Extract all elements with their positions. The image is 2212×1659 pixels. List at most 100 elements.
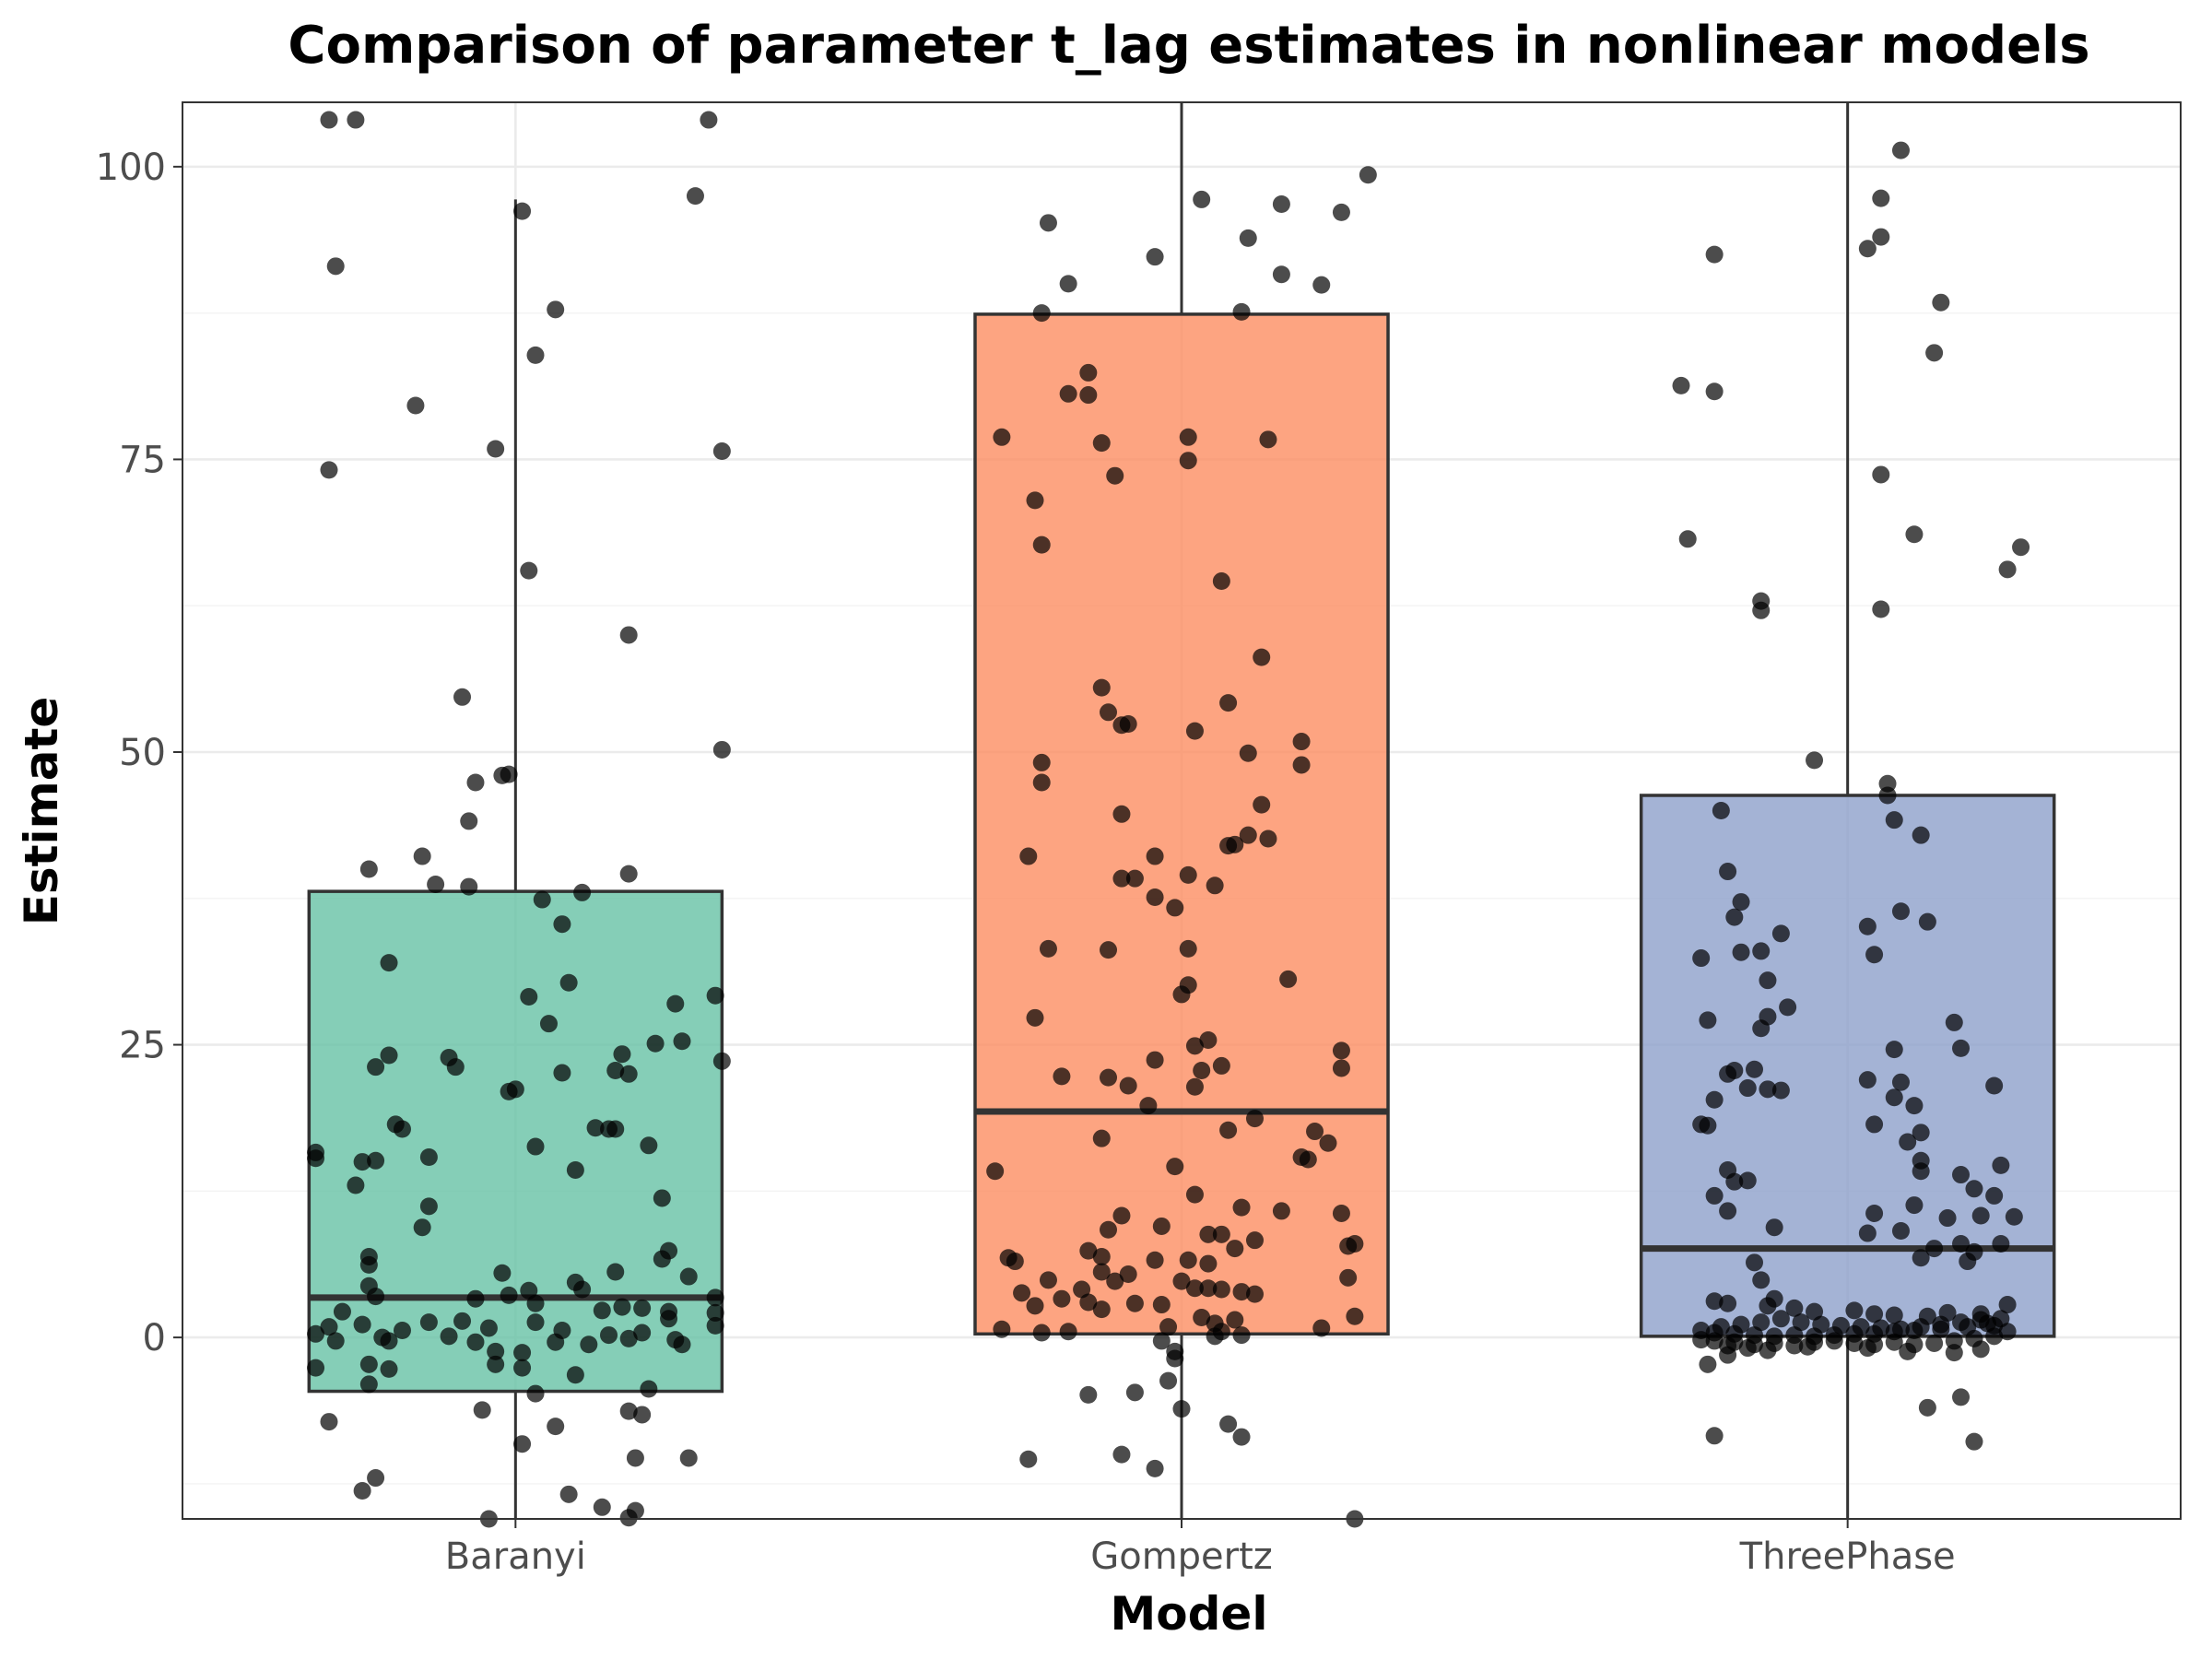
data-point	[1006, 1253, 1024, 1271]
data-point	[479, 1319, 498, 1337]
data-point	[619, 1402, 638, 1420]
data-point	[1732, 893, 1750, 912]
data-point	[1219, 1121, 1238, 1139]
data-point	[553, 1064, 571, 1082]
data-point	[712, 1052, 731, 1070]
data-point	[613, 1045, 631, 1064]
data-point	[1332, 1041, 1350, 1060]
data-point	[1858, 1224, 1877, 1242]
data-point	[1139, 1097, 1158, 1115]
data-point	[712, 442, 731, 461]
data-point	[1719, 1202, 1737, 1220]
data-point	[547, 1418, 565, 1436]
y-axis: 0 25 50 75 100	[96, 147, 182, 1359]
data-point	[1858, 917, 1877, 935]
data-point	[1912, 1318, 1930, 1336]
data-point	[1998, 560, 2017, 579]
data-point	[640, 1136, 658, 1155]
data-point	[1719, 863, 1737, 881]
data-point	[1212, 1056, 1230, 1075]
data-point	[1985, 1327, 2004, 1346]
data-point	[1112, 1445, 1131, 1464]
data-point	[1852, 1318, 1870, 1336]
data-point	[547, 1333, 565, 1351]
data-point	[1332, 1059, 1350, 1077]
data-point	[1232, 1283, 1251, 1301]
data-point	[1932, 293, 1950, 312]
data-point	[1945, 1344, 1963, 1362]
data-point	[1106, 1272, 1124, 1290]
data-point	[1306, 1123, 1324, 1141]
data-point	[547, 300, 565, 319]
data-point	[1226, 1311, 1244, 1329]
data-point	[453, 688, 472, 706]
data-point	[419, 1147, 438, 1166]
x-axis-title: Model	[1111, 1587, 1268, 1641]
data-point	[1891, 1320, 1910, 1338]
data-point	[1146, 1459, 1164, 1477]
data-point	[1179, 452, 1197, 470]
data-point	[1912, 1124, 1930, 1142]
data-point	[1032, 753, 1051, 771]
data-point	[347, 111, 365, 129]
data-point	[500, 765, 518, 783]
data-point	[553, 915, 571, 934]
data-point	[593, 1498, 611, 1516]
data-point	[1112, 805, 1131, 823]
data-point	[1806, 751, 1824, 770]
data-point	[1079, 363, 1098, 382]
data-point	[1858, 240, 1877, 258]
data-point	[1032, 1324, 1051, 1342]
data-point	[460, 812, 478, 830]
data-point	[600, 1326, 618, 1345]
data-point	[413, 847, 431, 865]
data-point	[1125, 869, 1144, 888]
data-point	[1745, 1060, 1763, 1078]
data-point	[1959, 1253, 1977, 1271]
data-point	[359, 1355, 378, 1373]
data-point	[1079, 1293, 1098, 1312]
data-point	[460, 877, 478, 896]
data-point	[526, 1137, 545, 1156]
data-point	[1166, 899, 1184, 917]
data-point	[1079, 1241, 1098, 1260]
data-point	[686, 187, 704, 206]
data-point	[1185, 722, 1204, 740]
data-point	[1891, 141, 1910, 159]
data-point	[1891, 1222, 1910, 1241]
data-point	[712, 740, 731, 759]
data-point	[1705, 382, 1724, 401]
data-point	[1239, 229, 1257, 247]
y-tick-label: 100	[96, 147, 166, 189]
data-point	[1719, 1294, 1737, 1312]
data-point	[600, 1120, 618, 1138]
data-point	[526, 346, 545, 364]
data-point	[1998, 1296, 2017, 1314]
data-point	[1339, 1268, 1358, 1287]
data-point	[1952, 1039, 1971, 1057]
data-point	[1705, 1186, 1724, 1205]
data-point	[1759, 1297, 1777, 1315]
data-point	[1179, 428, 1197, 446]
data-point	[1759, 1341, 1777, 1359]
data-point	[660, 1310, 678, 1328]
data-point	[1119, 715, 1137, 734]
data-point	[1125, 1294, 1144, 1312]
data-point	[1825, 1332, 1843, 1350]
data-point	[1699, 1011, 1717, 1030]
box-iqr	[307, 889, 724, 1394]
data-point	[566, 1160, 584, 1179]
data-point	[1692, 949, 1711, 968]
data-point	[1185, 1077, 1204, 1096]
data-point	[500, 1286, 518, 1304]
data-point	[1253, 795, 1271, 814]
data-point	[653, 1189, 671, 1207]
data-point	[1672, 376, 1690, 394]
data-point	[1032, 304, 1051, 323]
data-point	[1872, 465, 1890, 484]
data-point	[1319, 1134, 1337, 1152]
data-point	[1759, 1080, 1777, 1099]
data-point	[1013, 1284, 1031, 1302]
data-point	[1179, 865, 1197, 884]
data-point	[1125, 1383, 1144, 1402]
